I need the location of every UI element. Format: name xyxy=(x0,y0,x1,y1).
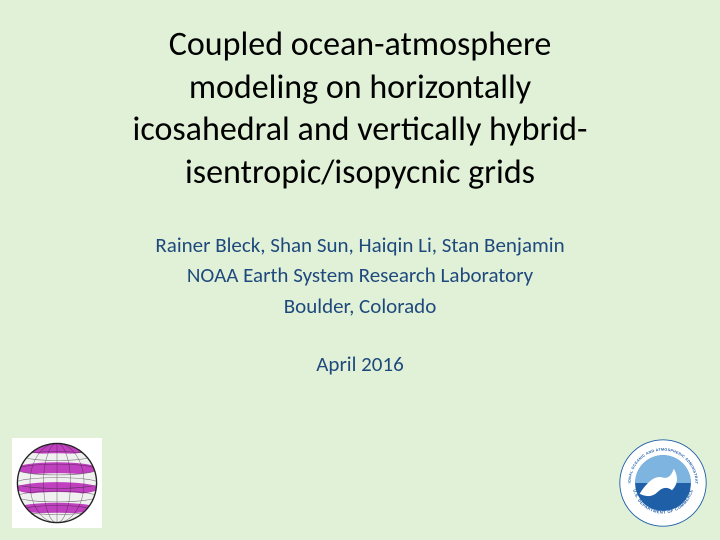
title-line-2: modeling on horizontally xyxy=(50,67,670,110)
noaa-logo-icon: NATIONAL OCEANIC AND ATMOSPHERIC ADMINIS… xyxy=(618,438,708,528)
slide-subtitle: Rainer Bleck, Shan Sun, Haiqin Li, Stan … xyxy=(0,230,720,321)
title-line-4: isentropic/isopycnic grids xyxy=(50,152,670,195)
slide-title: Coupled ocean-atmosphere modeling on hor… xyxy=(0,0,720,194)
title-line-3: icosahedral and vertically hybrid- xyxy=(50,109,670,152)
organization: NOAA Earth System Research Laboratory xyxy=(0,260,720,290)
location: Boulder, Colorado xyxy=(0,291,720,321)
icosahedral-globe-icon xyxy=(12,438,102,528)
authors: Rainer Bleck, Shan Sun, Haiqin Li, Stan … xyxy=(0,230,720,260)
slide-date: April 2016 xyxy=(0,351,720,377)
title-line-1: Coupled ocean-atmosphere xyxy=(50,24,670,67)
